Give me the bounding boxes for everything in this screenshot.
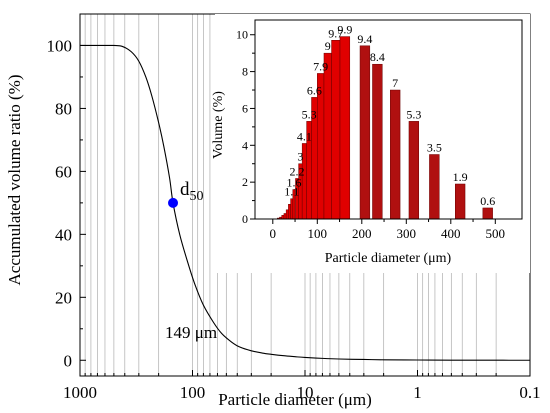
d50-label-subscript: 50 [190,189,204,204]
inset-x-tick-label: 300 [397,226,417,241]
d50-label: d50 [180,179,204,204]
main-y-tick-label: 0 [64,351,73,370]
inset-bar-label: 8.4 [370,50,385,64]
inset-bar [408,121,420,220]
inset-y-axis-label: Volume (%) [211,91,226,159]
inset-bar-label: 7 [392,76,398,90]
inset-y-tick-label: 6 [242,101,248,115]
inset-bars [277,36,493,220]
inset-bar-label: 5.3 [302,107,317,121]
inset-bar [339,36,351,220]
inset-bar-label: 0.6 [480,194,495,208]
inset-bar [290,198,294,220]
inset-bar-label: 7.9 [313,59,328,73]
main-x-ticks: 1000 100 10 1 0.1 [63,370,541,402]
inset-y-tick-label: 4 [242,138,248,152]
inset-bar [288,204,291,220]
inset-x-tick-label: 200 [352,226,372,241]
inset-bar-label: 9.9 [337,23,352,37]
inset-bar-label: 5.3 [406,107,421,121]
main-x-tick-label: 1 [413,383,422,402]
main-x-tick-label: 100 [180,383,206,402]
inset-bar [429,154,440,220]
inset-bar-label: 1.1 [284,185,299,199]
main-curve-layer [80,44,531,361]
inset-bar [372,63,383,220]
inset-bar-label: 9.4 [357,32,372,46]
main-y-tick-label: 60 [55,162,72,181]
inset-bar-label: 3 [297,150,303,164]
inset-bar [285,209,289,220]
inset-bar-label: 9 [325,39,331,53]
main-y-ticks: 0 20 40 60 80 100 [47,36,86,370]
inset-bar-label: 2.2 [290,164,305,178]
inset-bar [283,213,287,220]
inset-bar-label: 1.9 [453,170,468,184]
main-x-tick-label: 0.1 [519,383,540,402]
inset-bar [390,89,401,220]
main-y-tick-label: 80 [55,99,72,118]
d50-value-label: 149 μm [165,323,217,342]
main-y-axis-label: Accumulated volume ratio (%) [5,74,24,285]
inset-y-tick-label: 8 [242,65,248,79]
inset-bar-label: 3.5 [427,141,442,155]
d50-marker [168,197,179,208]
inset-x-tick-label: 400 [441,226,461,241]
main-y-tick-label: 20 [55,288,72,307]
inset-x-ticks: 0 100 200 300 400 500 [270,219,506,241]
inset-x-tick-label: 0 [270,226,277,241]
inset-bar [482,207,493,220]
inset-bar-label: 9.7 [328,26,343,40]
inset-x-tick-label: 500 [486,226,506,241]
d50-label-base: d [180,179,190,200]
inset-chart: 1.11.62.23 4.1 5.3 6.6 7.9 99.79.9 9.4 8.4 7 5.3 3… [211,14,530,273]
inset-y-tick-label: 0 [242,212,248,226]
inset-bar [323,52,332,220]
main-y-tick-label: 100 [47,36,73,55]
inset-plot-frame [254,19,523,220]
inset-bar [455,183,466,220]
inset-bar-label: 4.1 [297,129,312,143]
inset-y-tick-label: 2 [242,175,248,189]
cumulative-curve [80,44,531,361]
inset-x-tick-label: 100 [308,226,328,241]
inset-y-ticks: 0 2 4 6 8 10 [236,28,255,226]
inset-bar [281,215,285,220]
inset-x-axis-label: Particle diameter (μm) [325,251,452,266]
main-x-axis-label: Particle diameter (μm) [218,390,372,409]
main-marker-layer [168,197,179,208]
inset-bar [331,40,341,220]
main-y-tick-label: 40 [55,225,72,244]
inset-bar-label: 1.6 [286,176,301,190]
inset-bar-label: 6.6 [307,83,322,97]
inset-bar [359,45,371,220]
main-x-tick-label: 1000 [63,383,97,402]
inset-y-tick-label: 10 [236,28,248,42]
inset-bar-labels: 1.11.62.23 4.1 5.3 6.6 7.9 99.79.9 9.4 8.4 7 5.3 3… [284,23,495,208]
main-x-tick-label: 10 [297,383,314,402]
